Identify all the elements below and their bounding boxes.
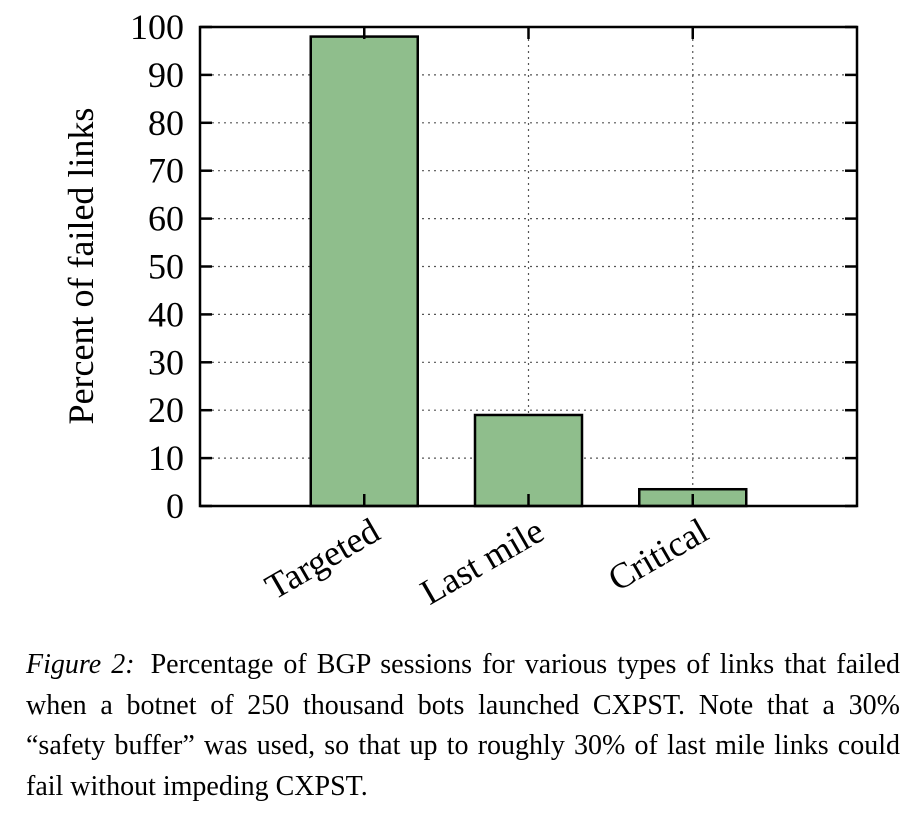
y-tick-label: 50: [148, 247, 184, 287]
y-tick-label: 80: [148, 103, 184, 143]
y-tick-label: 70: [148, 151, 184, 191]
figure-caption: Figure 2: Percentage of BGP sessions for…: [26, 645, 900, 807]
bar-chart: 0 10 20 30 40 50 60 70 80 90 100 Targeted Last mile…: [61, 7, 859, 612]
figure-label: Figure 2:: [26, 649, 135, 680]
y-tick-label: 60: [148, 199, 184, 239]
y-tick-label: 30: [148, 342, 184, 382]
y-axis-ticks: 0 10 20 30 40 50 60 70 80 90 100: [130, 7, 857, 526]
caption-text: Percentage of BGP sessions for various t…: [26, 649, 901, 802]
y-tick-label: 10: [148, 438, 184, 478]
y-tick-label: 20: [148, 390, 184, 430]
y-tick-label: 40: [148, 294, 184, 334]
x-tick-label: Critical: [601, 510, 715, 599]
y-tick-label: 0: [166, 486, 184, 526]
bar-targeted: [309, 35, 419, 508]
y-tick-label: 90: [148, 55, 184, 95]
x-tick-label: Targeted: [258, 510, 386, 607]
y-tick-label: 100: [130, 7, 184, 47]
y-axis-label: Percent of failed links: [61, 108, 101, 425]
x-tick-label: Last mile: [414, 510, 551, 612]
x-axis-labels: Targeted Last mile Critical: [258, 510, 715, 612]
bar-last-mile: [473, 413, 584, 508]
